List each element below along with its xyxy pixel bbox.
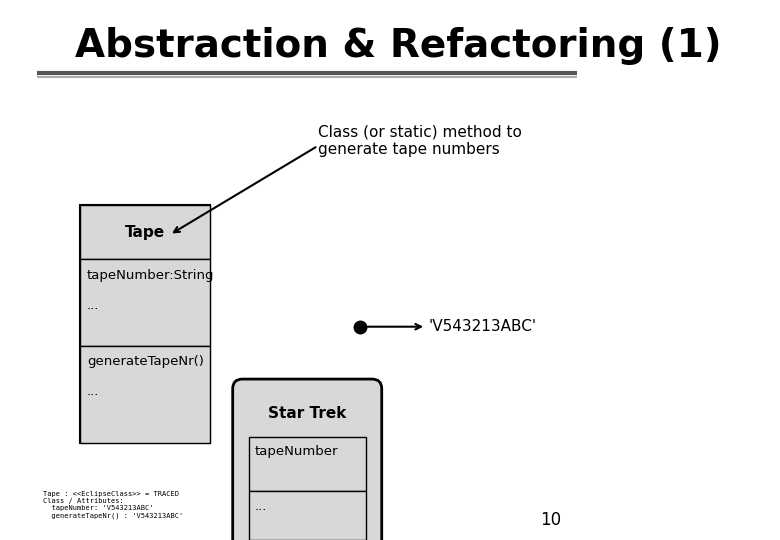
Bar	[80, 205, 210, 259]
Bar	[80, 259, 210, 346]
Bar	[80, 205, 210, 443]
Text: ...: ...	[254, 500, 267, 512]
Bar	[80, 346, 210, 443]
Text: ...: ...	[87, 299, 99, 312]
Text: 'V543213ABC': 'V543213ABC'	[429, 319, 537, 334]
Text: ...: ...	[87, 385, 99, 398]
Text: tapeNumber:String: tapeNumber:String	[87, 269, 215, 282]
Text: Tape: Tape	[125, 225, 165, 240]
Bar	[249, 437, 366, 491]
Text: tapeNumber: tapeNumber	[254, 446, 338, 458]
Text: Tape : <<EclipseClass>> = TRACED
Class / Attributes:
  tapeNumber: 'V543213ABC'
: Tape : <<EclipseClass>> = TRACED Class /…	[43, 491, 183, 519]
Text: Abstraction & Refactoring (1): Abstraction & Refactoring (1)	[75, 27, 722, 65]
Text: Star Trek: Star Trek	[268, 406, 346, 421]
Bar	[249, 491, 366, 540]
Text: Class (or static) method to
generate tape numbers: Class (or static) method to generate tap…	[318, 124, 522, 157]
Text: generateTapeNr(): generateTapeNr()	[87, 355, 204, 368]
FancyBboxPatch shape	[232, 379, 381, 540]
Text: 10: 10	[540, 511, 561, 529]
